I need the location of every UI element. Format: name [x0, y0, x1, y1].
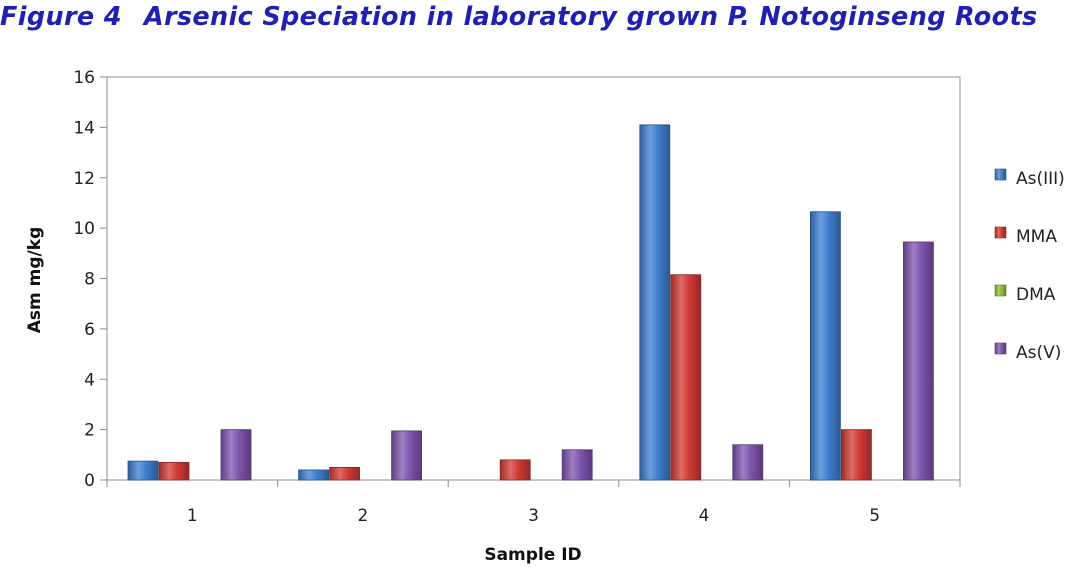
legend-swatch: [994, 284, 1007, 297]
y-tick-label: 8: [84, 270, 95, 290]
x-axis-title: Sample ID: [484, 545, 581, 565]
bar: [127, 460, 159, 481]
x-tick-label: 4: [699, 506, 710, 526]
y-tick-label: 14: [73, 118, 95, 138]
bar: [841, 429, 872, 481]
legend-label: As(V): [1016, 343, 1061, 363]
y-tick-label: 2: [84, 421, 95, 441]
legend: As(III) MMA DMA As(V): [994, 168, 1065, 363]
y-tick-label: 10: [73, 219, 95, 239]
y-tick-label: 6: [84, 320, 95, 340]
legend-swatch: [994, 342, 1007, 355]
figure-title-text: Arsenic Speciation in laboratory grown P…: [143, 2, 1038, 32]
bar: [810, 211, 841, 481]
y-tick-label: 4: [84, 370, 95, 390]
bar: [329, 467, 361, 481]
legend-swatch: [994, 168, 1007, 181]
x-tick-label: 1: [187, 506, 198, 526]
legend-label: MMA: [1016, 227, 1057, 247]
y-axis-title: Asm mg/kg: [25, 227, 45, 333]
bar: [670, 274, 702, 481]
legend-label: As(III): [1016, 169, 1065, 189]
bar: [499, 459, 531, 481]
y-tick-label: 16: [73, 68, 95, 88]
bar: [298, 469, 330, 481]
legend-label: DMA: [1016, 285, 1056, 305]
bar: [561, 449, 593, 481]
y-tick-label: 12: [73, 169, 95, 189]
bar: [903, 241, 934, 481]
bar: [732, 444, 764, 481]
bar: [391, 430, 423, 481]
bar: [639, 124, 671, 481]
x-tick-label: 5: [869, 506, 880, 526]
bar: [220, 429, 252, 481]
legend-swatch: [994, 226, 1007, 239]
x-tick-label: 2: [357, 506, 368, 526]
x-tick-label: 3: [528, 506, 539, 526]
y-tick-label: 0: [84, 471, 95, 491]
figure-title: Figure 4 Arsenic Speciation in laboratory…: [0, 0, 1080, 40]
bar: [158, 461, 190, 481]
figure-number: Figure 4: [0, 2, 122, 32]
